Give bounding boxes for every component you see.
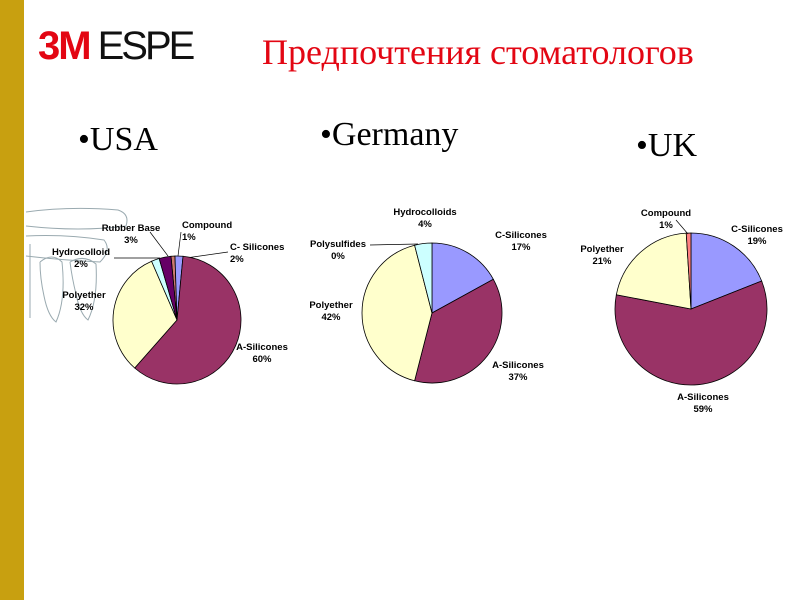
slice-label-usa-c-silicones: C- Silicones 2%: [230, 242, 284, 265]
slice-label-name: C- Silicones: [230, 242, 284, 253]
slice-label-name: A-Silicones: [236, 342, 288, 353]
slice-label-usa-a-silicones: A-Silicones 60%: [236, 342, 288, 365]
slice-label-percent: 17%: [511, 242, 531, 253]
slice-label-percent: 2%: [230, 254, 244, 265]
slice-label-name: Rubber Base: [102, 223, 161, 234]
logo-text: ESPE: [97, 24, 196, 68]
pie-slice-usa-rubber-base: [158, 255, 178, 321]
leader-line-usa-compound: [177, 231, 182, 257]
slice-label-percent: 4%: [418, 219, 432, 230]
slice-label-percent: 59%: [693, 404, 713, 415]
pie-slice-uk-polyether: [615, 232, 692, 310]
slice-label-name: A-Silicones: [677, 392, 729, 403]
slice-label-name: Compound: [182, 220, 232, 231]
pie-slice-germany-a-silicones: [414, 278, 503, 384]
company-logo: 3M ESPE: [38, 24, 196, 68]
slide-title: Предпочтения стоматологов: [262, 32, 694, 72]
pie-slice-uk-a-silicones: [614, 280, 768, 386]
slice-label-percent: 2%: [74, 259, 88, 270]
pie-chart-uk: C-Silicones 19% A-Silicones 59% Polyether 21%…: [580, 208, 783, 415]
pie-chart-usa: Compound 1%C- Silicones 2%A-Silicones 60%Po…: [52, 220, 288, 385]
slice-label-percent: 32%: [74, 302, 94, 313]
slice-label-name: Compound: [641, 208, 691, 219]
slice-label-name: Polyether: [309, 300, 353, 311]
slice-label-percent: 19%: [747, 236, 767, 247]
slice-label-usa-hydrocolloid: Hydrocolloid 2%: [52, 247, 110, 270]
logo-mark: 3M: [38, 24, 92, 68]
slice-label-percent: 0%: [331, 251, 345, 262]
pie-slice-usa-a-silicones: [134, 255, 242, 385]
slice-label-germany-c-silicones: C-Silicones 17%: [495, 230, 547, 253]
slice-label-uk-c-silicones: C-Silicones 19%: [731, 224, 783, 247]
pie-slice-germany-polyether: [361, 244, 433, 382]
pie-slice-uk-compound: [685, 232, 692, 310]
slice-label-percent: 37%: [508, 372, 528, 383]
pie-slice-germany-hydrocolloids: [414, 242, 433, 314]
chart-title-uk: •UK: [636, 127, 698, 164]
slice-label-percent: 21%: [592, 256, 612, 267]
slice-label-uk-a-silicones: A-Silicones 59%: [677, 392, 729, 415]
slice-label-usa-rubber-base: Rubber Base 3%: [102, 223, 161, 246]
slice-label-usa-compound: Compound 1%: [182, 220, 232, 243]
slice-label-usa-polyether: Polyether 32%: [62, 290, 106, 313]
slice-label-germany-polyether: Polyether 42%: [309, 300, 353, 323]
chart-title-germany: •Germany: [320, 116, 459, 153]
leader-line-usa-c-silicones: [185, 251, 229, 259]
slice-label-percent: 1%: [659, 220, 673, 231]
pie-slice-germany-c-silicones: [431, 242, 494, 314]
slice-label-name: Polyether: [62, 290, 106, 301]
slice-label-germany-hydrocolloids: Hydrocolloids 4%: [393, 207, 456, 230]
leader-line-uk-compound: [675, 219, 689, 235]
pie-slice-usa-polyether: [112, 260, 178, 369]
chart-title-usa: •USA: [78, 121, 158, 158]
slice-label-percent: 42%: [321, 312, 341, 323]
background-tooth-outline: [25, 207, 128, 323]
slice-label-germany-a-silicones: A-Silicones 37%: [492, 360, 544, 383]
pie-chart-germany: C-Silicones 17% A-Silicones 37% Polyether 42%…: [309, 207, 547, 384]
slice-label-name: Hydrocolloids: [393, 207, 456, 218]
slice-label-name: A-Silicones: [492, 360, 544, 371]
slice-label-name: C-Silicones: [731, 224, 783, 235]
slice-label-name: Polysulfides: [310, 239, 366, 250]
slice-label-germany-polysulfides: Polysulfides 0%: [310, 239, 366, 262]
slice-label-percent: 3%: [124, 235, 138, 246]
slice-label-percent: 1%: [182, 232, 196, 243]
slice-label-uk-compound: Compound 1%: [641, 208, 691, 231]
slice-label-name: C-Silicones: [495, 230, 547, 241]
slice-label-uk-polyether: Polyether 21%: [580, 244, 624, 267]
left-accent-stripe: [0, 0, 24, 600]
leader-line-usa-rubber-base: [149, 231, 169, 257]
slice-label-percent: 60%: [252, 354, 272, 365]
slice-label-name: Hydrocolloid: [52, 247, 110, 258]
pie-slice-uk-c-silicones: [690, 232, 763, 310]
leader-line-germany-polysulfides: [369, 243, 419, 246]
slice-label-name: Polyether: [580, 244, 624, 255]
